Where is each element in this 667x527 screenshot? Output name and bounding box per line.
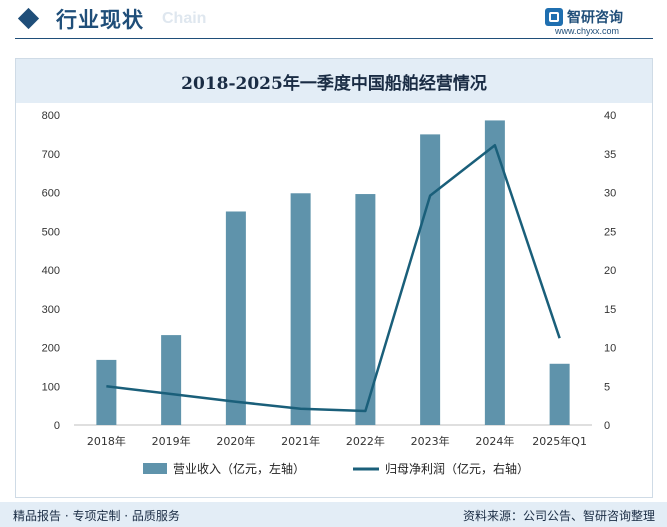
y-left-tick-label: 0 <box>54 420 60 432</box>
y-right-tick-label: 0 <box>604 420 610 432</box>
footer-tagline: 精品报告 · 专项定制 · 品质服务 <box>13 509 180 523</box>
bar <box>484 120 505 426</box>
bar <box>225 211 246 425</box>
footer-source: 资料来源：公司公告、智研咨询整理 <box>462 509 655 523</box>
diamond-icon <box>17 7 40 30</box>
x-tick-label: 2020年 <box>216 434 255 448</box>
x-tick-label: 2022年 <box>346 434 385 448</box>
x-tick-label: 2018年 <box>87 434 126 448</box>
chart-plot: 0 100 200 300 400 500 600 700 800 0 5 10 15 20 25 30 35 4… <box>42 110 617 476</box>
bar <box>355 194 376 425</box>
footer: 精品报告 · 专项定制 · 品质服务 资料来源：公司公告、智研咨询整理 <box>0 502 667 527</box>
y-right-tick-label: 30 <box>604 188 616 200</box>
chart-title-band: 2018-2025年一季度中国船舶经营情况 <box>16 59 652 103</box>
legend-bar-swatch <box>143 463 167 474</box>
y-left-tick-label: 400 <box>42 265 60 277</box>
bar <box>420 134 441 425</box>
legend-line-label: 归母净利润（亿元，右轴） <box>385 461 529 476</box>
y-left-tick-label: 100 <box>42 381 60 393</box>
chart-title: 2018-2025年一季度中国船舶经营情况 <box>181 74 487 94</box>
y-right-tick-label: 15 <box>604 304 616 316</box>
brand-logo-icon <box>545 8 563 26</box>
y-right-tick-label: 20 <box>604 265 616 277</box>
x-tick-label: 2021年 <box>281 434 320 448</box>
section-header: 行业现状 Chain 智研咨询 www.chyxx.com <box>0 0 667 46</box>
brand[interactable]: 智研咨询 www.chyxx.com <box>545 6 655 40</box>
y-left-tick-label: 200 <box>42 343 60 355</box>
y-right-tick-label: 5 <box>604 381 610 393</box>
y-left-tick-label: 300 <box>42 304 60 316</box>
legend-bar-label: 营业收入（亿元，左轴） <box>173 461 305 476</box>
profit-line <box>106 143 561 413</box>
section-ghost-text: Chain <box>162 10 207 27</box>
bar <box>549 363 570 425</box>
bar <box>290 193 311 425</box>
bar <box>96 359 117 425</box>
y-left-tick-label: 500 <box>42 226 60 238</box>
brand-url[interactable]: www.chyxx.com <box>555 26 620 36</box>
bar <box>161 335 182 425</box>
section-title: 行业现状 <box>56 8 144 32</box>
chart-frame: 2018-2025年一季度中国船舶经营情况 0 100 200 300 400 500 60… <box>15 58 653 498</box>
x-tick-label: 2023年 <box>411 434 450 448</box>
header-divider <box>15 38 653 39</box>
y-right-tick-label: 10 <box>604 343 616 355</box>
x-tick-label: 2019年 <box>152 434 191 448</box>
y-left-tick-label: 800 <box>42 110 60 122</box>
y-right-tick-label: 25 <box>604 226 616 238</box>
y-left-tick-label: 600 <box>42 188 60 200</box>
y-left-tick-label: 700 <box>42 149 60 161</box>
x-tick-label: 2025年Q1 <box>532 434 587 448</box>
y-right-tick-label: 40 <box>604 110 616 122</box>
x-tick-label: 2024年 <box>475 434 514 448</box>
y-right-tick-label: 35 <box>604 149 616 161</box>
brand-name: 智研咨询 <box>567 10 623 26</box>
